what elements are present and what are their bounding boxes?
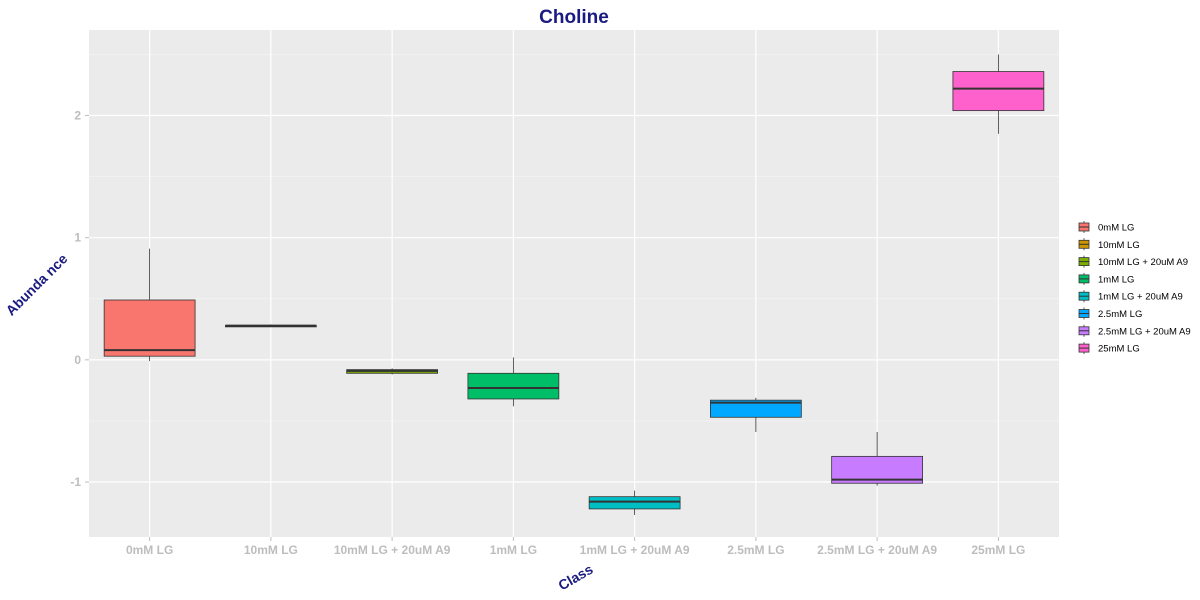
x-tick-label: 2.5mM LG [727,543,784,557]
box-body [103,299,196,357]
x-tick-label: 1mM LG + 20uM A9 [580,543,690,557]
legend-label: 2.5mM LG + 20uM A9 [1098,326,1191,337]
y-axis-ticks: -1 0 1 2 [70,109,89,489]
y-axis-title: Abunda nce [2,250,70,318]
box-6 [710,397,802,432]
box-5 [588,490,681,516]
box-3 [346,368,438,375]
legend-item: 1mM LG [1078,272,1134,285]
legend-label: 0mM LG [1098,223,1134,234]
legend: 0mM LG 10mM LG 10mM LG + 20uM A9 1mM LG 1mM … [1078,221,1191,355]
box-7 [831,431,923,486]
box-1 [103,248,196,362]
grid-lines [89,30,1059,537]
x-tick-label: 1mM LG [490,543,537,557]
box-8 [952,54,1045,134]
x-tick-label: 2.5mM LG + 20uM A9 [817,543,937,557]
y-tick-label: 1 [74,231,81,245]
legend-item: 2.5mM LG [1078,307,1142,320]
legend-item: 10mM LG + 20uM A9 [1078,255,1188,268]
legend-label: 1mM LG + 20uM A9 [1098,292,1183,303]
legend-item: 25mM LG [1078,342,1140,355]
boxes [103,54,1045,516]
box-body [710,399,802,418]
legend-label: 10mM LG + 20uM A9 [1098,257,1188,268]
x-tick-label: 10mM LG [244,543,298,557]
x-axis-ticks: 0mM LG 10mM LG 10mM LG + 20uM A9 1mM LG 1mM … [126,537,1025,557]
chart-title: Choline [539,7,609,28]
legend-label: 1mM LG [1098,274,1134,285]
x-tick-label: 25mM LG [971,543,1025,557]
y-tick-label: 2 [74,109,81,123]
box-body [588,496,681,510]
legend-item: 0mM LG [1078,221,1134,234]
y-tick-label: -1 [70,475,81,489]
box-body [952,71,1045,112]
legend-label: 2.5mM LG [1098,309,1142,320]
x-axis-title: Class [555,561,596,594]
legend-item: 10mM LG [1078,238,1140,251]
legend-label: 25mM LG [1098,344,1140,355]
legend-item: 1mM LG + 20uM A9 [1078,290,1183,303]
box-2 [225,324,317,328]
x-tick-label: 0mM LG [126,543,173,557]
legend-item: 2.5mM LG + 20uM A9 [1078,324,1191,337]
box-4 [467,357,560,407]
plot-panel [89,30,1059,537]
box-body [467,372,560,400]
y-tick-label: 0 [74,353,81,367]
x-tick-label: 10mM LG + 20uM A9 [334,543,451,557]
legend-label: 10mM LG [1098,240,1140,251]
